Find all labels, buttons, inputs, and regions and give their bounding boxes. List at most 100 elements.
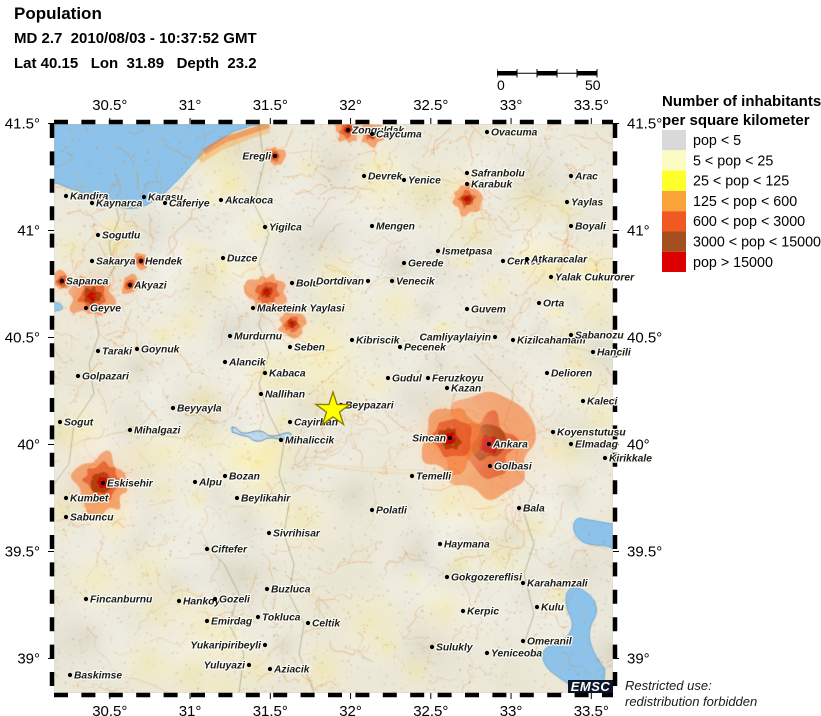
svg-text:Yukaripiribeyli: Yukaripiribeyli bbox=[190, 641, 262, 652]
svg-text:pop < 5: pop < 5 bbox=[693, 133, 741, 149]
svg-text:Murdurnu: Murdurnu bbox=[234, 332, 283, 343]
svg-text:39°: 39° bbox=[17, 651, 40, 668]
svg-text:Alpu: Alpu bbox=[198, 478, 223, 489]
svg-text:Taraki: Taraki bbox=[102, 347, 133, 358]
svg-text:32°: 32° bbox=[339, 703, 362, 716]
svg-text:Golpazari: Golpazari bbox=[82, 372, 130, 383]
svg-text:Sincan: Sincan bbox=[412, 434, 446, 445]
svg-text:Kerpic: Kerpic bbox=[467, 607, 499, 618]
svg-text:Ovacuma: Ovacuma bbox=[491, 128, 538, 139]
svg-text:Tokluca: Tokluca bbox=[262, 613, 301, 624]
svg-text:33°: 33° bbox=[500, 97, 523, 114]
svg-text:Kirikkale: Kirikkale bbox=[609, 454, 652, 465]
svg-text:Ismetpasa: Ismetpasa bbox=[442, 247, 493, 258]
svg-text:Alancik: Alancik bbox=[228, 358, 267, 369]
svg-text:Venecik: Venecik bbox=[396, 277, 436, 288]
svg-text:Guvem: Guvem bbox=[471, 305, 506, 316]
svg-text:Pecenek: Pecenek bbox=[404, 343, 447, 354]
svg-text:Sogutlu: Sogutlu bbox=[102, 231, 141, 242]
svg-text:40°: 40° bbox=[17, 437, 40, 454]
svg-text:Bozan: Bozan bbox=[229, 472, 260, 483]
svg-text:Delioren: Delioren bbox=[551, 369, 592, 380]
svg-text:Akcakoca: Akcakoca bbox=[224, 196, 273, 207]
svg-text:Eregli: Eregli bbox=[242, 152, 272, 163]
svg-text:125 < pop < 600: 125 < pop < 600 bbox=[693, 194, 797, 210]
svg-text:Kulu: Kulu bbox=[541, 603, 565, 614]
svg-text:31°: 31° bbox=[179, 703, 202, 716]
svg-text:32.5°: 32.5° bbox=[413, 703, 448, 716]
svg-text:31.5°: 31.5° bbox=[253, 703, 288, 716]
svg-text:31.5°: 31.5° bbox=[253, 97, 288, 114]
svg-text:Sabanozu: Sabanozu bbox=[575, 331, 624, 342]
svg-text:Kaynarca: Kaynarca bbox=[96, 199, 143, 210]
svg-text:pop > 15000: pop > 15000 bbox=[693, 255, 773, 271]
svg-text:Geyve: Geyve bbox=[90, 304, 121, 315]
svg-text:Celtik: Celtik bbox=[312, 619, 341, 630]
svg-text:Cayirhan: Cayirhan bbox=[294, 418, 338, 429]
svg-text:Kabaca: Kabaca bbox=[269, 369, 306, 380]
svg-text:Yigilca: Yigilca bbox=[269, 223, 302, 234]
svg-text:32.5°: 32.5° bbox=[413, 97, 448, 114]
svg-text:Caycuma: Caycuma bbox=[376, 130, 422, 141]
svg-text:Yalak Cukurorer: Yalak Cukurorer bbox=[555, 273, 635, 284]
svg-text:Buzluca: Buzluca bbox=[271, 585, 311, 596]
svg-text:Safranbolu: Safranbolu bbox=[471, 169, 525, 180]
svg-text:Haymana: Haymana bbox=[444, 540, 490, 551]
svg-text:39°: 39° bbox=[627, 651, 650, 668]
svg-text:Yeniceoba: Yeniceoba bbox=[491, 649, 542, 660]
svg-text:33°: 33° bbox=[500, 703, 523, 716]
svg-text:40.5°: 40.5° bbox=[627, 330, 662, 347]
svg-text:Koyenstutusu: Koyenstutusu bbox=[557, 428, 626, 439]
svg-text:Omeranil: Omeranil bbox=[527, 637, 573, 648]
svg-text:600 < pop < 3000: 600 < pop < 3000 bbox=[693, 214, 805, 230]
svg-text:Temelli: Temelli bbox=[416, 472, 452, 483]
svg-text:Yenice: Yenice bbox=[408, 176, 441, 187]
svg-text:Sabuncu: Sabuncu bbox=[70, 513, 114, 524]
svg-text:30.5°: 30.5° bbox=[92, 97, 127, 114]
svg-text:Sapanca: Sapanca bbox=[66, 277, 109, 288]
svg-text:32°: 32° bbox=[339, 97, 362, 114]
svg-text:Eskisehir: Eskisehir bbox=[107, 479, 154, 490]
svg-text:Sakarya: Sakarya bbox=[96, 257, 136, 268]
svg-text:41°: 41° bbox=[17, 223, 40, 240]
svg-text:33.5°: 33.5° bbox=[574, 703, 609, 716]
svg-text:Baskimse: Baskimse bbox=[74, 671, 122, 682]
svg-text:Mengen: Mengen bbox=[376, 222, 415, 233]
svg-text:Emirdag: Emirdag bbox=[211, 617, 253, 628]
svg-text:Hendek: Hendek bbox=[145, 257, 183, 268]
svg-text:Dortdivan: Dortdivan bbox=[316, 277, 364, 288]
svg-text:Sivrihisar: Sivrihisar bbox=[273, 529, 321, 540]
svg-text:3000 < pop < 15000: 3000 < pop < 15000 bbox=[693, 235, 821, 251]
svg-text:Boyali: Boyali bbox=[575, 222, 607, 233]
svg-text:Seben: Seben bbox=[294, 343, 325, 354]
svg-text:Ankara: Ankara bbox=[492, 440, 528, 451]
svg-text:0: 0 bbox=[497, 77, 505, 92]
svg-text:Hancili: Hancili bbox=[597, 348, 632, 359]
svg-text:Karabuk: Karabuk bbox=[471, 180, 513, 191]
svg-text:Gokgozereflisi: Gokgozereflisi bbox=[451, 573, 523, 584]
svg-text:Devrek: Devrek bbox=[368, 172, 404, 183]
svg-text:Kazan: Kazan bbox=[451, 384, 481, 395]
svg-text:41°: 41° bbox=[627, 223, 650, 240]
svg-text:Gerede: Gerede bbox=[408, 259, 444, 270]
svg-text:39.5°: 39.5° bbox=[5, 544, 40, 561]
svg-text:Golbasi: Golbasi bbox=[494, 462, 533, 473]
svg-text:Elmadag: Elmadag bbox=[575, 440, 619, 451]
svg-text:Yaylas: Yaylas bbox=[571, 198, 604, 209]
svg-text:Orta: Orta bbox=[543, 299, 564, 310]
svg-text:40°: 40° bbox=[627, 437, 650, 454]
svg-text:Sogut: Sogut bbox=[64, 418, 94, 429]
svg-text:Gudul: Gudul bbox=[392, 374, 423, 385]
svg-text:Karahamzali: Karahamzali bbox=[527, 579, 589, 590]
svg-text:Mihaliccik: Mihaliccik bbox=[285, 436, 335, 447]
svg-text:Kaleci: Kaleci bbox=[587, 397, 618, 408]
svg-text:40.5°: 40.5° bbox=[5, 330, 40, 347]
svg-text:Mihalgazi: Mihalgazi bbox=[134, 426, 181, 437]
svg-text:Caferiye: Caferiye bbox=[169, 199, 210, 210]
svg-text:Atkaracalar: Atkaracalar bbox=[530, 255, 588, 266]
svg-text:5 < pop < 25: 5 < pop < 25 bbox=[693, 153, 773, 169]
svg-text:Sulukly: Sulukly bbox=[436, 643, 474, 654]
svg-text:Goynuk: Goynuk bbox=[141, 345, 181, 356]
svg-text:41.5°: 41.5° bbox=[5, 116, 40, 133]
svg-text:25 < pop < 125: 25 < pop < 125 bbox=[693, 174, 789, 190]
